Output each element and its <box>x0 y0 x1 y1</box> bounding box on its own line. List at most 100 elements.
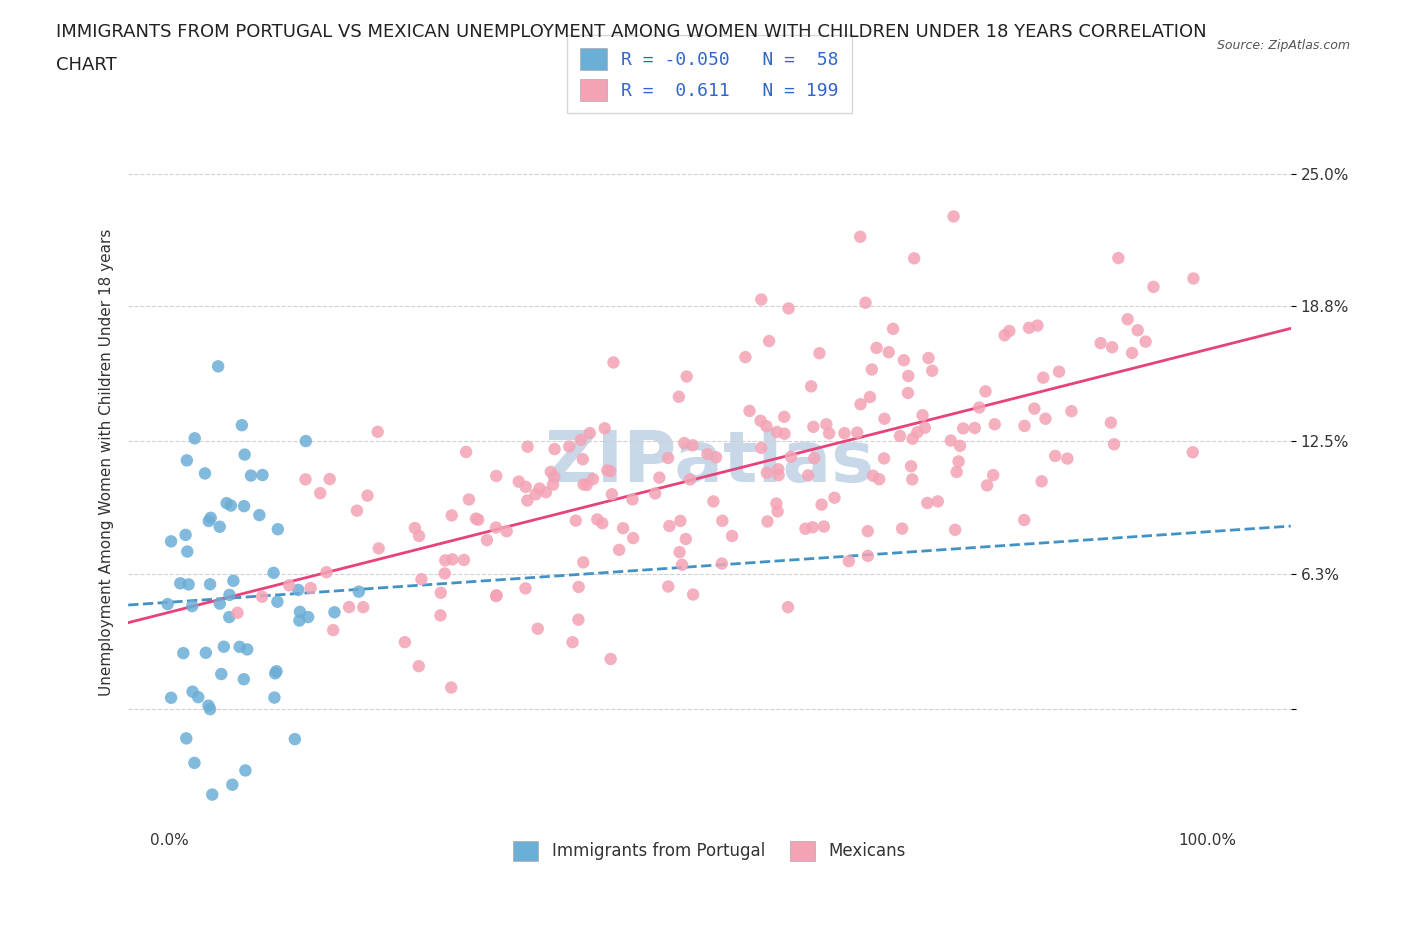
Point <box>682 587 704 602</box>
Point <box>976 478 998 493</box>
Point <box>207 359 229 374</box>
Point <box>440 680 463 695</box>
Point <box>226 605 249 620</box>
Point <box>208 519 231 534</box>
Point <box>834 426 856 441</box>
Point <box>176 453 198 468</box>
Point <box>778 301 800 316</box>
Legend: Immigrants from Portugal, Mexicans: Immigrants from Portugal, Mexicans <box>505 832 914 870</box>
Point <box>516 493 538 508</box>
Point <box>572 452 595 467</box>
Point <box>1090 336 1112 351</box>
Point <box>212 639 235 654</box>
Point <box>859 390 882 405</box>
Point <box>408 658 430 673</box>
Point <box>266 594 288 609</box>
Point <box>558 439 581 454</box>
Point <box>239 468 262 483</box>
Point <box>294 472 316 486</box>
Point <box>495 524 517 538</box>
Point <box>200 511 222 525</box>
Point <box>939 433 962 448</box>
Point <box>250 590 273 604</box>
Point <box>534 485 557 499</box>
Point <box>176 544 198 559</box>
Point <box>266 664 288 679</box>
Point <box>1099 415 1122 430</box>
Point <box>948 454 970 469</box>
Point <box>582 472 605 486</box>
Point <box>263 565 285 580</box>
Point <box>921 364 943 379</box>
Point <box>569 432 592 447</box>
Point <box>612 521 634 536</box>
Point <box>247 508 270 523</box>
Point <box>675 532 697 547</box>
Point <box>315 565 337 579</box>
Point <box>644 486 666 501</box>
Point <box>865 340 887 355</box>
Point <box>1060 404 1083 418</box>
Point <box>231 418 253 432</box>
Point <box>319 472 342 486</box>
Point <box>815 417 838 432</box>
Point <box>526 621 548 636</box>
Point <box>801 419 824 434</box>
Text: 0.0%: 0.0% <box>150 833 188 848</box>
Point <box>668 545 690 560</box>
Point <box>952 421 974 436</box>
Point <box>734 350 756 365</box>
Point <box>755 465 778 480</box>
Point <box>702 494 724 509</box>
Point <box>233 498 256 513</box>
Point <box>648 471 671 485</box>
Point <box>541 477 564 492</box>
Point <box>917 351 939 365</box>
Point <box>607 542 630 557</box>
Point <box>201 787 224 802</box>
Point <box>169 576 191 591</box>
Point <box>808 346 831 361</box>
Point <box>467 512 489 527</box>
Point <box>515 479 537 494</box>
Point <box>710 556 733 571</box>
Point <box>1031 474 1053 489</box>
Point <box>803 451 825 466</box>
Point <box>346 503 368 518</box>
Point <box>994 327 1017 342</box>
Point <box>766 424 789 439</box>
Point <box>565 513 588 528</box>
Point <box>621 531 644 546</box>
Point <box>411 572 433 587</box>
Point <box>657 450 679 465</box>
Point <box>738 404 761 418</box>
Point <box>408 528 430 543</box>
Point <box>568 579 591 594</box>
Point <box>198 577 221 591</box>
Point <box>797 468 820 483</box>
Point <box>882 322 904 337</box>
Point <box>197 513 219 528</box>
Point <box>434 553 457 568</box>
Point <box>453 552 475 567</box>
Point <box>441 551 464 566</box>
Point <box>160 534 183 549</box>
Point <box>602 355 624 370</box>
Point <box>404 521 426 536</box>
Point <box>903 251 925 266</box>
Point <box>711 513 734 528</box>
Point <box>824 490 846 505</box>
Point <box>183 755 205 770</box>
Point <box>433 566 456 581</box>
Point <box>901 432 924 446</box>
Point <box>749 413 772 428</box>
Point <box>347 584 370 599</box>
Point <box>1116 312 1139 326</box>
Point <box>297 610 319 625</box>
Point <box>232 671 254 686</box>
Point <box>263 690 285 705</box>
Point <box>252 468 274 483</box>
Point <box>897 386 920 401</box>
Point <box>765 496 787 511</box>
Point <box>942 209 965 224</box>
